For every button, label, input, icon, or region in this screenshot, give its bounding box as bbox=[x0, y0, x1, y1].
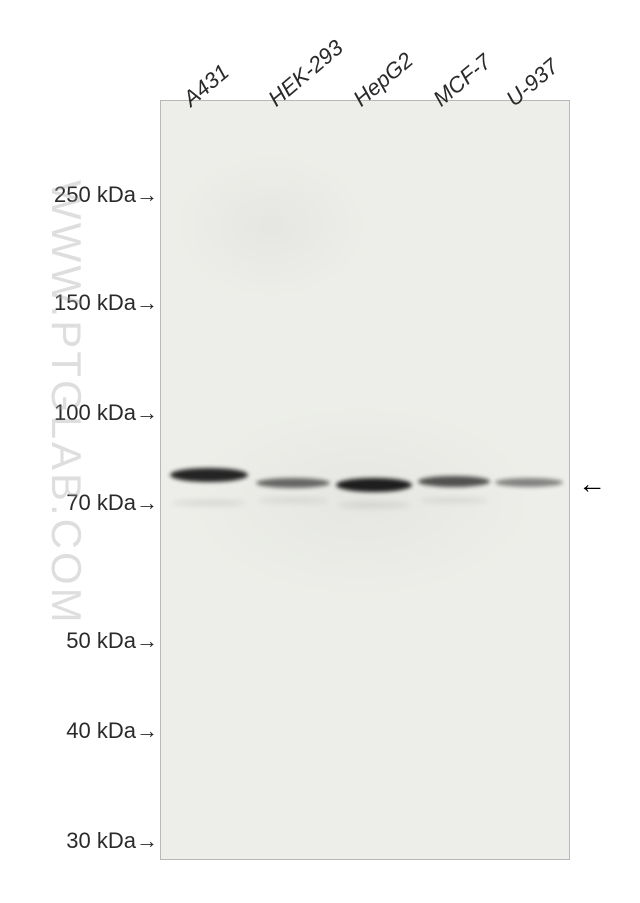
target-arrow: ← bbox=[578, 468, 606, 500]
band-lane-0 bbox=[170, 468, 248, 482]
band-lane-2 bbox=[336, 478, 412, 492]
mw-label-50: 50 kDa→ bbox=[66, 628, 158, 654]
watermark-text: WWW.PTGLAB.COM bbox=[42, 180, 90, 626]
faint-band-2 bbox=[338, 502, 410, 508]
mw-label-30: 30 kDa→ bbox=[66, 828, 158, 854]
blot-container: A431 HEK-293 HepG2 MCF-7 U-937 250 kDa→ … bbox=[0, 0, 640, 903]
faint-band-0 bbox=[172, 500, 246, 506]
mw-label-40: 40 kDa→ bbox=[66, 718, 158, 744]
band-lane-4 bbox=[495, 478, 563, 487]
faint-band-3 bbox=[420, 498, 488, 503]
band-lane-1 bbox=[256, 478, 330, 488]
band-lane-3 bbox=[418, 476, 490, 487]
shading-2 bbox=[171, 151, 371, 301]
faint-band-1 bbox=[258, 498, 328, 503]
